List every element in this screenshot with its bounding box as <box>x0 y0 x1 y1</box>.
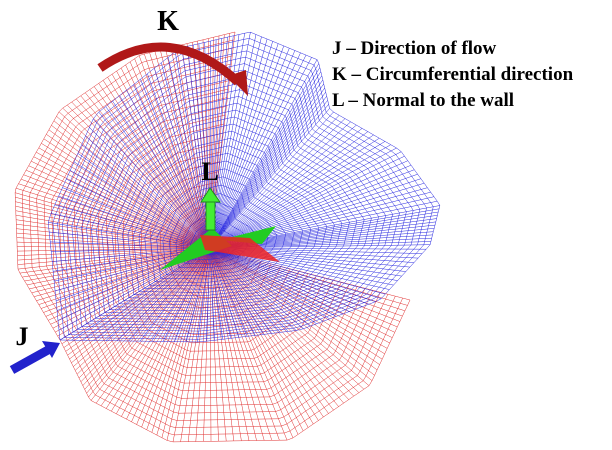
j-arrow <box>12 350 48 370</box>
mesh-lines <box>15 32 235 340</box>
legend-item: L – Normal to the wall <box>332 90 514 111</box>
figure: K L J J – Direction of flow K – Circumfe… <box>0 0 612 450</box>
mesh-lines <box>60 248 410 442</box>
legend-item: J – Direction of flow <box>332 38 497 59</box>
l-arrow <box>206 200 215 230</box>
j-label: J <box>16 322 29 351</box>
legend-item: K – Circumferential direction <box>332 64 574 85</box>
l-label: L <box>201 157 218 186</box>
k-label: K <box>157 6 179 37</box>
